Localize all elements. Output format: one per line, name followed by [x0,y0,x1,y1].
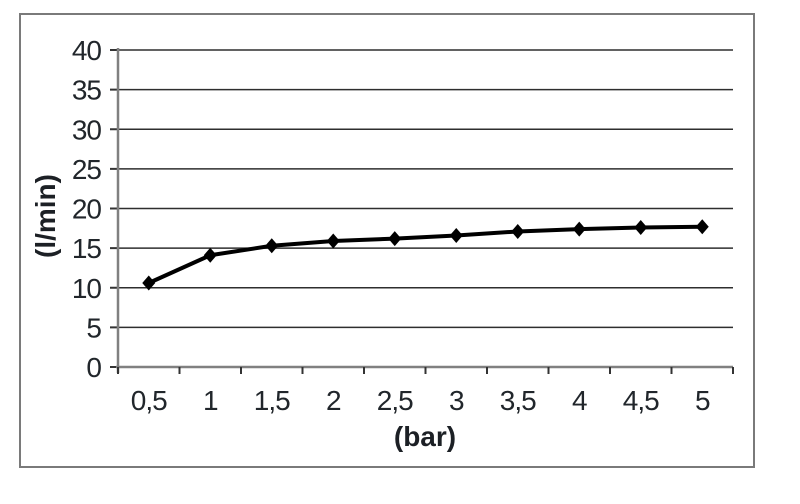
x-tick-label: 1 [203,385,218,416]
data-point-marker [634,220,648,236]
data-point-marker [203,247,217,263]
x-tick-label: 3,5 [500,385,536,416]
y-tick-label: 10 [72,273,102,304]
x-tick-label: 5 [695,385,710,416]
y-tick-label: 20 [72,194,102,225]
x-axis-title: (bar) [393,421,457,452]
data-point-marker [142,275,156,291]
y-tick-label: 35 [72,75,102,106]
y-tick-label: 5 [86,312,101,343]
data-point-marker [511,223,525,239]
y-tick-label: 30 [72,114,102,145]
y-tick-label: 25 [72,154,102,185]
data-point-marker [326,233,340,249]
data-point-marker [572,221,586,237]
data-point-marker [265,238,279,254]
data-point-marker [695,219,709,235]
data-point-marker [449,227,463,243]
x-tick-label: 0,5 [131,385,167,416]
x-tick-label: 3 [449,385,464,416]
x-tick-label: 4,5 [623,385,659,416]
x-tick-label: 2,5 [377,385,413,416]
x-tick-label: 2 [326,385,341,416]
series-line [146,224,705,285]
y-tick-label: 40 [72,35,102,66]
y-axis-title: (l/min) [30,174,61,258]
x-tick-label: 4 [572,385,587,416]
data-point-marker [388,231,402,247]
x-tick-label: 1,5 [254,385,290,416]
y-tick-label: 15 [72,233,102,264]
y-tick-label: 0 [86,352,101,383]
